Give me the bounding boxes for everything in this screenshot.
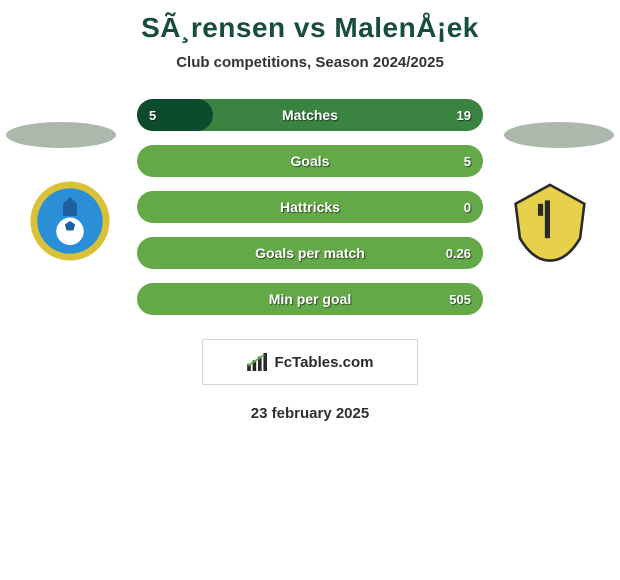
stat-row-hattricks: Hattricks0 bbox=[137, 191, 483, 223]
stat-row-matches: 5Matches19 bbox=[137, 99, 483, 131]
page-subtitle: Club competitions, Season 2024/2025 bbox=[0, 48, 620, 99]
brand-text: FcTables.com bbox=[275, 354, 374, 371]
stat-right-value: 5 bbox=[464, 154, 471, 169]
stat-right-value: 19 bbox=[457, 108, 471, 123]
player-left-shadow bbox=[6, 122, 116, 148]
stat-right-value: 0.26 bbox=[446, 246, 471, 261]
page-title: SÃ¸rensen vs MalenÅ¡ek bbox=[0, 0, 620, 48]
club-crest-left-svg bbox=[20, 178, 120, 264]
stat-label: Matches bbox=[137, 107, 483, 123]
stat-rows: 5Matches19Goals5Hattricks0Goals per matc… bbox=[137, 99, 483, 315]
stat-label: Goals bbox=[137, 153, 483, 169]
crest-right-mark2 bbox=[538, 204, 543, 216]
stat-label: Hattricks bbox=[137, 199, 483, 215]
stat-label: Min per goal bbox=[137, 291, 483, 307]
club-crest-left bbox=[20, 178, 120, 264]
stat-label: Goals per match bbox=[137, 245, 483, 261]
stat-right-value: 0 bbox=[464, 200, 471, 215]
brand-badge[interactable]: FcTables.com bbox=[202, 339, 418, 385]
comparison-widget: SÃ¸rensen vs MalenÅ¡ek Club competitions… bbox=[0, 0, 620, 442]
date-text: 23 february 2025 bbox=[0, 385, 620, 442]
bar-chart-icon bbox=[247, 353, 269, 371]
player-right-shadow bbox=[504, 122, 614, 148]
club-crest-right-svg bbox=[500, 178, 600, 264]
stat-row-goals_per_match: Goals per match0.26 bbox=[137, 237, 483, 269]
stat-row-min_per_goal: Min per goal505 bbox=[137, 283, 483, 315]
stat-row-goals: Goals5 bbox=[137, 145, 483, 177]
club-crest-right bbox=[500, 178, 600, 264]
crest-right-mark bbox=[545, 200, 550, 238]
stat-right-value: 505 bbox=[449, 292, 471, 307]
